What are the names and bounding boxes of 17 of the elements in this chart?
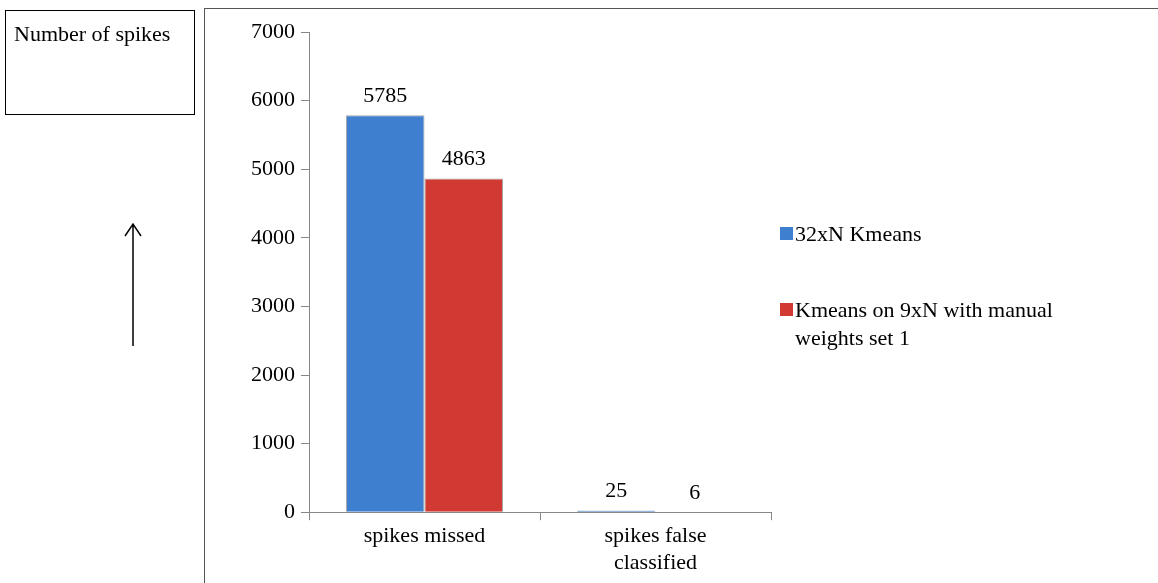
y-tick-label: 7000 <box>251 17 295 43</box>
x-tick-label: spikes missed <box>363 522 486 548</box>
y-tick-label: 2000 <box>251 360 295 386</box>
y-axis-title: Number of spikes <box>5 10 195 115</box>
legend-label: Kmeans on 9xN with manual weights set 1 <box>795 296 1054 352</box>
legend-label: 32xN Kmeans <box>795 220 923 248</box>
y-tick-label: 4000 <box>251 223 295 249</box>
data-label: 6 <box>689 478 701 504</box>
data-label: 4863 <box>441 145 486 171</box>
y-tick-label: 3000 <box>251 292 295 318</box>
y-tick-label: 6000 <box>251 86 295 112</box>
y-tick-label: 0 <box>284 497 295 523</box>
data-label: 25 <box>605 477 628 503</box>
data-label: 5785 <box>363 82 408 108</box>
x-tick-label: spikes false classified <box>604 522 707 574</box>
y-tick-label: 5000 <box>251 154 295 180</box>
y-tick-label: 1000 <box>251 429 295 455</box>
